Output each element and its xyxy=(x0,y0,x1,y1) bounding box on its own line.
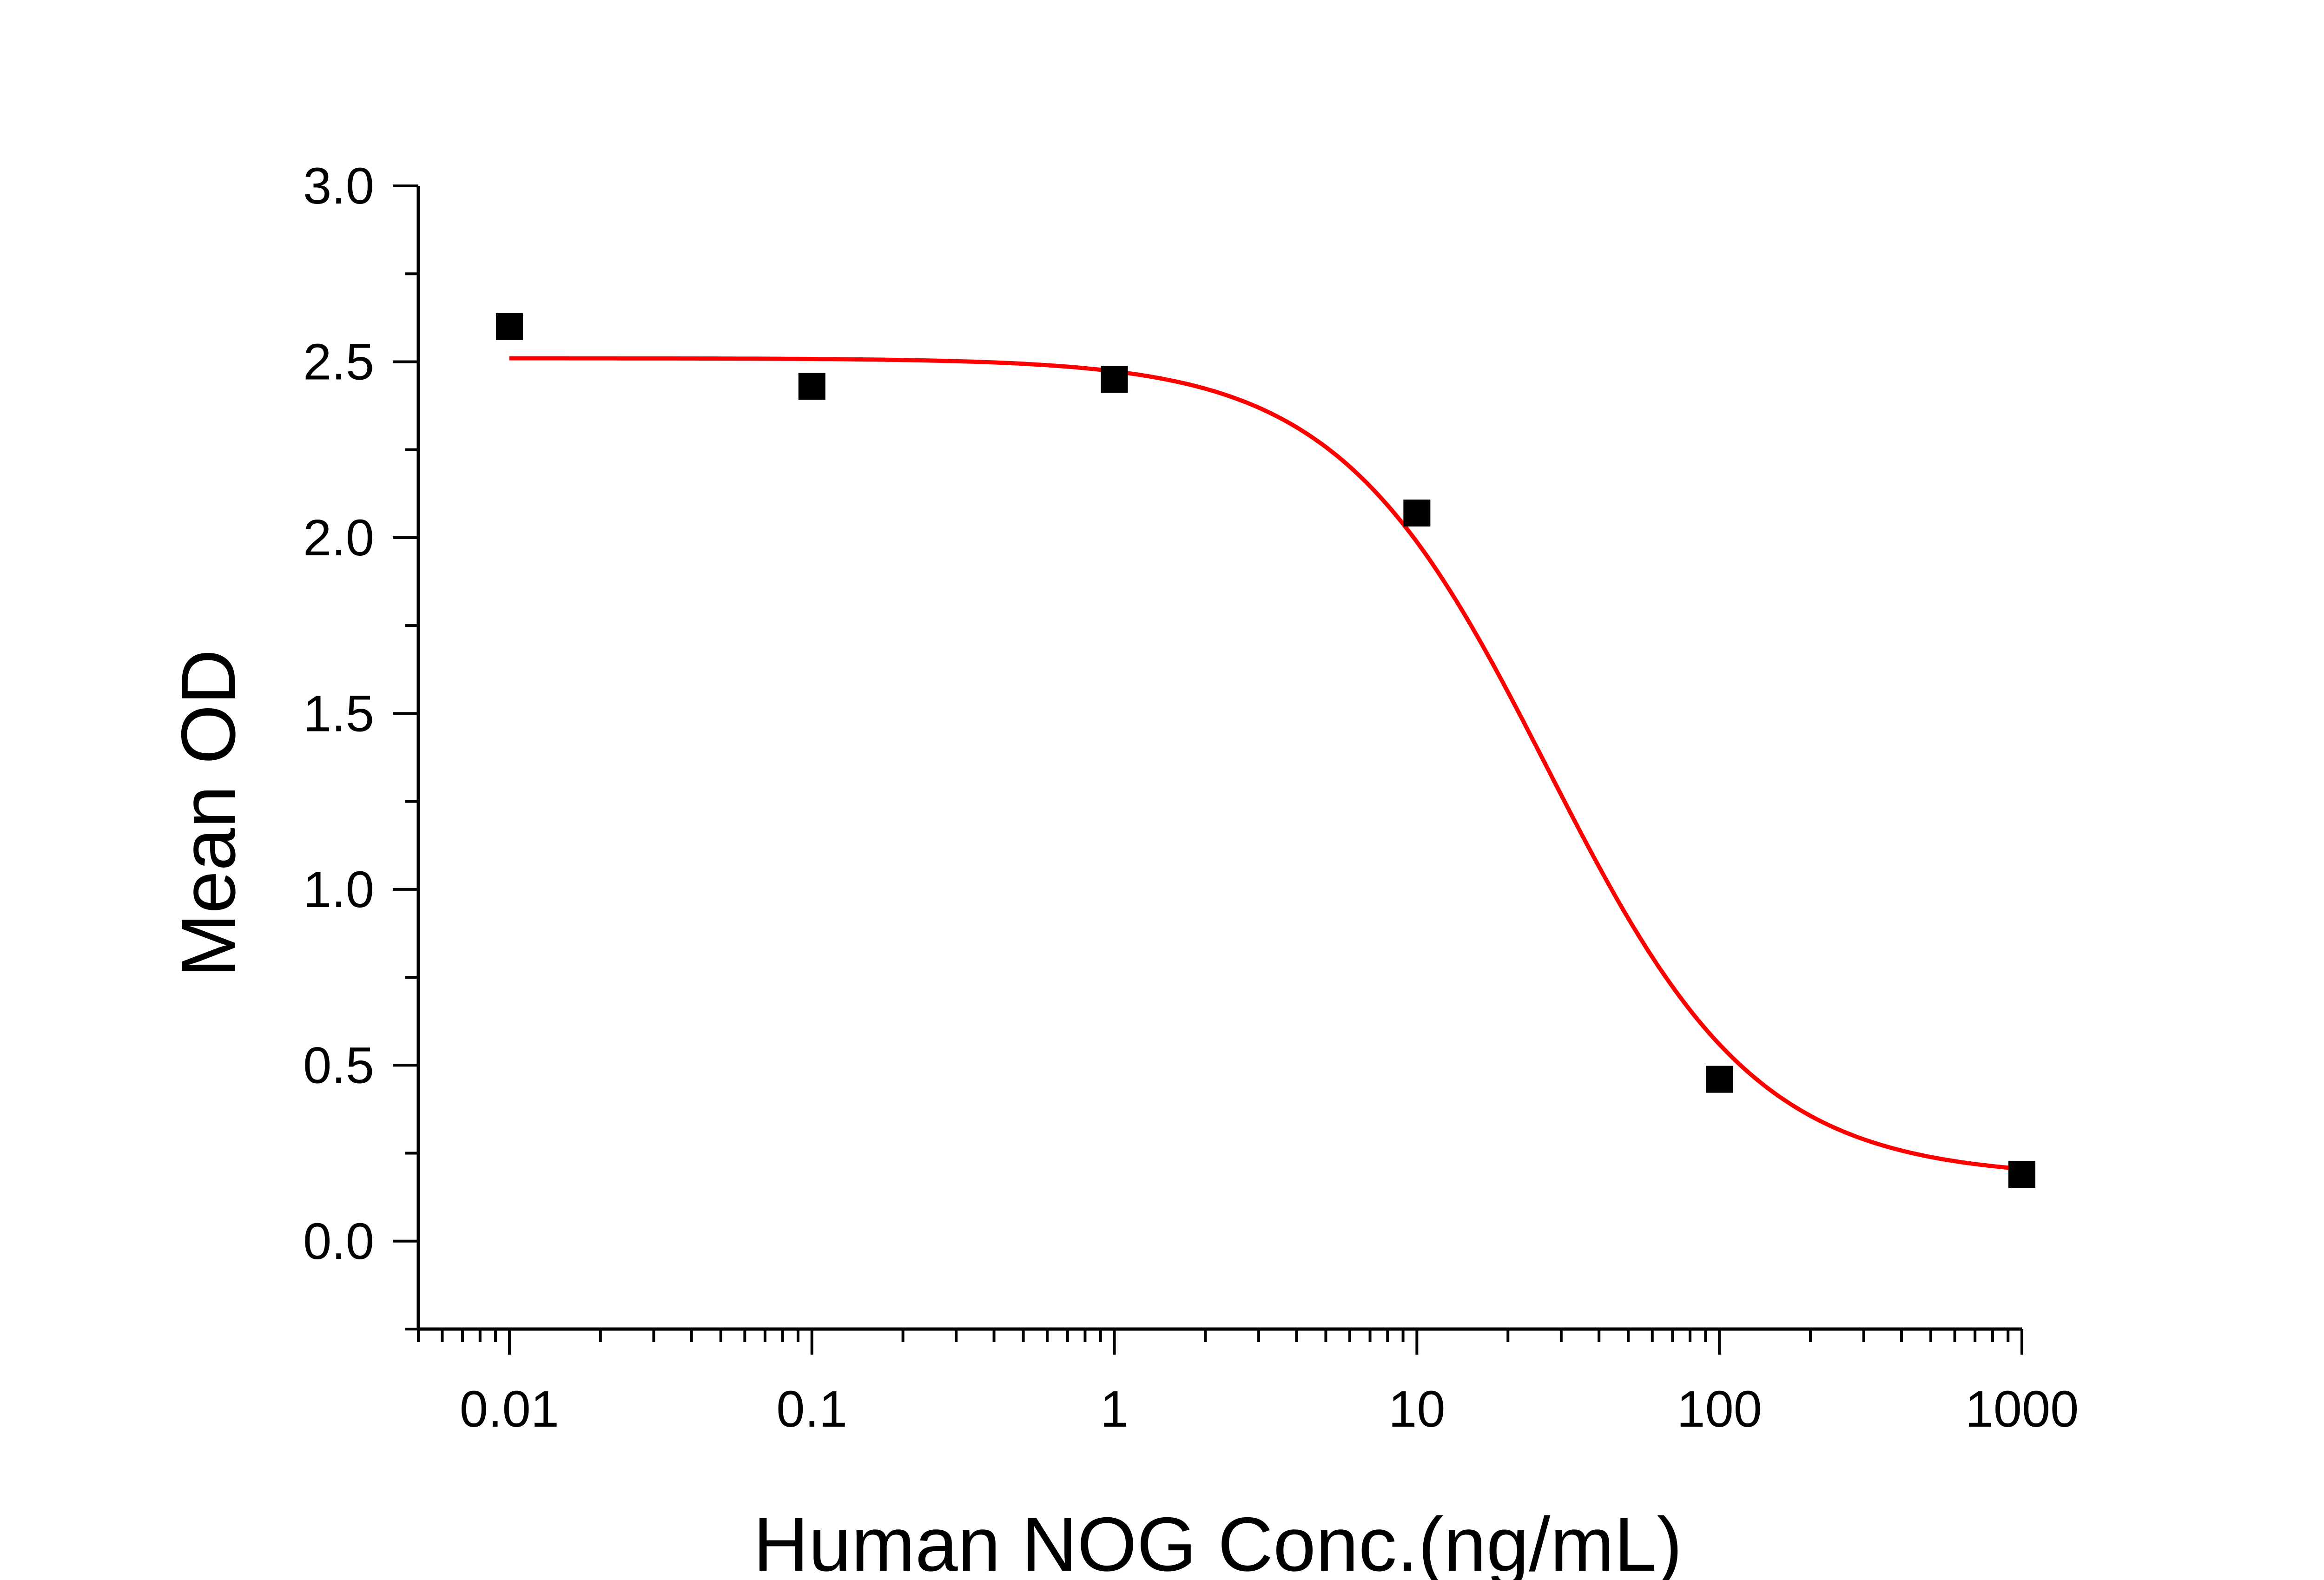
x-axis-title: Human NOG Conc.(ng/mL) xyxy=(753,1501,1683,1580)
x-tick-label: 1000 xyxy=(1965,1381,2079,1438)
y-tick-label: 2.5 xyxy=(303,333,374,390)
data-point xyxy=(1706,1066,1733,1093)
data-points xyxy=(495,313,2035,1188)
axes xyxy=(416,186,2022,1331)
y-tick-label: 2.0 xyxy=(303,509,374,566)
data-point xyxy=(2008,1160,2035,1188)
x-tick-label: 1 xyxy=(1100,1381,1129,1438)
x-axis-ticks: 0.01 0.1 1 10 100 1000 xyxy=(417,1329,2079,1438)
x-tick-label: 0.01 xyxy=(460,1381,559,1438)
y-tick-label: 0.5 xyxy=(303,1037,374,1094)
y-tick-label: 3.0 xyxy=(303,158,374,215)
y-axis-ticks: 0.0 0.5 1.0 1.5 2.0 2.5 3.0 xyxy=(303,158,418,1330)
data-point xyxy=(798,373,825,400)
y-tick-label: 1.5 xyxy=(303,685,374,742)
data-point xyxy=(1101,366,1128,393)
data-point xyxy=(1403,499,1431,527)
fit-curve xyxy=(509,356,2022,1171)
y-tick-label: 1.0 xyxy=(303,861,374,918)
data-point xyxy=(495,313,523,340)
x-tick-label: 10 xyxy=(1388,1381,1445,1438)
y-axis-title: Mean OD xyxy=(165,649,251,977)
x-tick-label: 0.1 xyxy=(776,1381,847,1438)
x-tick-label: 100 xyxy=(1677,1381,1762,1438)
y-tick-label: 0.0 xyxy=(303,1213,374,1270)
